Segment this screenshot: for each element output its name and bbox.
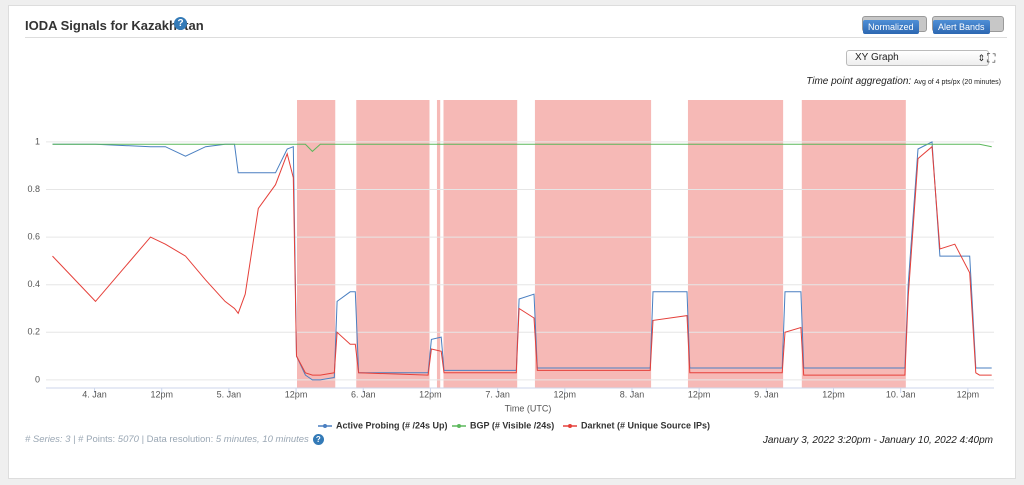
footer-stats: # Series: 3 | # Points: 5070 | Data reso… [25,434,324,445]
alert-bands-toggle[interactable]: Alert Bands [932,16,1004,34]
toggle-label: Alert Bands [933,20,990,34]
x-tick-label: 12pm [419,389,442,399]
y-tick-label: 1 [35,136,40,146]
x-tick-label: 4. Jan [82,389,107,399]
points-label: | # Points: [73,434,116,445]
alert-band [443,100,518,388]
x-tick-label: 9. Jan [754,389,779,399]
alert-band [356,100,430,388]
x-tick-label: 5. Jan [217,389,242,399]
x-tick-label: 12pm [150,389,173,399]
aggregation-label: Time point aggregation: [806,76,912,87]
alert-band [801,100,906,388]
y-tick-label: 0.6 [27,231,40,241]
y-tick-label: 0.8 [27,184,40,194]
series-count: 3 [65,434,71,445]
x-tick-label: 6. Jan [351,389,376,399]
aggregation-value: Avg of 4 pts/px (20 minutes) [913,79,1001,86]
alert-band [534,100,652,388]
y-tick-label: 0 [35,374,40,384]
series-line [52,143,992,153]
y-tick-label: 0.4 [27,279,40,289]
toggle-label: Normalized [863,20,919,34]
legend-item: Active Probing (# /24s Up) [318,420,448,430]
series-line [52,141,992,381]
x-tick-label: 12pm [285,389,308,399]
aggregation: Time point aggregation: Avg of 4 pts/px … [806,76,1001,87]
help-icon[interactable]: ? [174,17,187,30]
x-tick-label: 12pm [688,389,711,399]
x-tick-label: 12pm [957,389,980,399]
alert-band [296,100,336,388]
view-select[interactable]: XY Graph [846,50,989,66]
legend-item: Darknet (# Unique Source IPs) [563,420,710,430]
legend-dot [568,424,572,428]
series-line [52,145,992,376]
x-tick-label: 12pm [554,389,577,399]
divider [25,37,1007,38]
alert-band [436,100,441,388]
time-range: January 3, 2022 3:20pm - January 10, 202… [762,435,993,446]
resolution-label: | Data resolution: [141,434,214,445]
x-tick-label: 8. Jan [620,389,645,399]
resolution: 5 minutes, 10 minutes [215,434,309,445]
alert-band [687,100,784,388]
legend-dot [457,424,461,428]
legend-item: BGP (# Visible /24s) [452,420,554,430]
help-icon[interactable]: ? [312,434,324,445]
x-tick-label: 10. Jan [886,389,916,399]
legend-label: BGP (# Visible /24s) [470,420,554,430]
legend-dot [323,424,327,428]
title: IODA Signals for Kazakhstan [25,18,204,33]
x-tick-label: 12pm [822,389,845,399]
normalized-toggle[interactable]: Normalized [862,16,927,34]
x-axis-label: Time (UTC) [505,403,552,413]
points-count: 5070 [117,434,139,445]
y-tick-label: 0.2 [27,327,40,337]
legend-label: Darknet (# Unique Source IPs) [581,420,710,430]
fullscreen-icon[interactable]: ⛶ [987,51,996,65]
legend-label: Active Probing (# /24s Up) [336,420,448,430]
x-tick-label: 7. Jan [485,389,510,399]
series-label: # Series: [25,434,63,445]
